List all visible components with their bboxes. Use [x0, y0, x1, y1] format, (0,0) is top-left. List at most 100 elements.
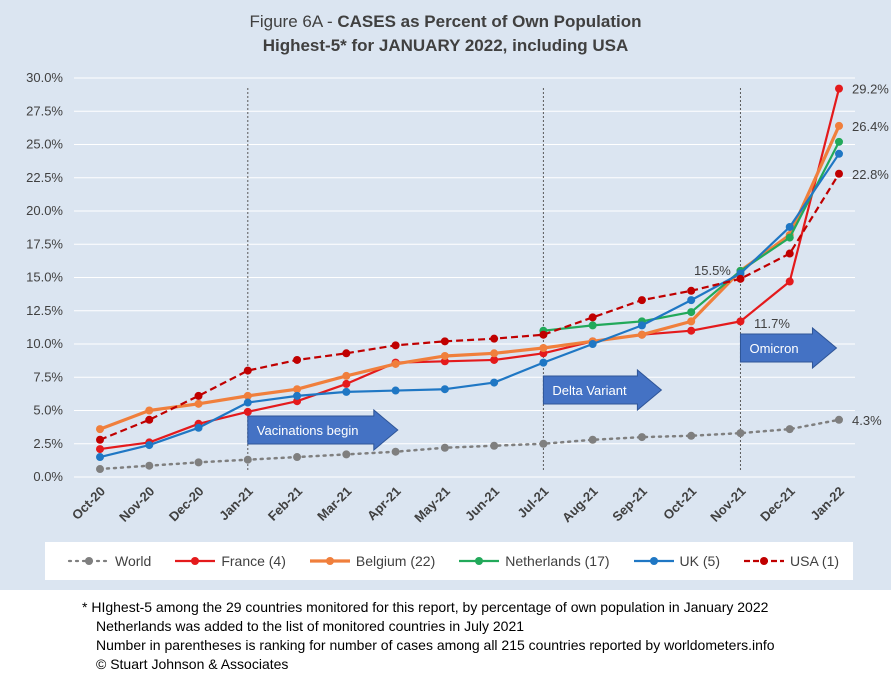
x-axis-ticks: Oct-20 Nov-20 Dec-20 Jan-21 Feb-21 Mar-21 Apr-…: [69, 484, 847, 526]
data-point: [785, 233, 794, 242]
data-point: [687, 296, 696, 305]
event-arrow-label: Delta Variant: [552, 383, 627, 398]
x-tick-label: Jul-21: [514, 484, 551, 521]
data-point: [96, 425, 104, 434]
x-tick-label: Oct-20: [69, 484, 108, 523]
event-arrow-label: Omicron: [749, 341, 798, 356]
data-point: [637, 330, 646, 339]
data-point: [96, 445, 104, 454]
footnote-1: * HIghest-5 among the 29 countries monit…: [82, 599, 769, 615]
event-arrow: [739, 326, 838, 370]
annotations: 29.2% 26.4% 22.8% 4.3% 15.5% 11.7%: [694, 82, 889, 428]
data-point: [539, 330, 548, 339]
legend-label: USA (1): [790, 553, 840, 569]
legend-label: Netherlands (17): [505, 553, 610, 569]
series-line: [99, 125, 841, 431]
series-lines: [96, 84, 843, 474]
legend-item: World: [67, 553, 151, 569]
annotation-usa-end: 22.8%: [852, 167, 889, 182]
x-tick-label: Nov-21: [707, 484, 748, 525]
data-point: [243, 366, 252, 375]
data-point: [637, 296, 646, 305]
annotation-france-end: 29.2%: [852, 82, 889, 97]
data-point: [785, 425, 794, 434]
grid-lines: [74, 77, 855, 478]
footnote-2: Netherlands was added to the list of mon…: [96, 618, 525, 634]
x-tick-label: Jun-21: [462, 484, 502, 524]
data-point: [194, 399, 203, 408]
legend-label: Belgium (22): [355, 553, 436, 569]
data-point: [391, 341, 400, 350]
legend-label: UK (5): [679, 553, 720, 569]
y-tick-label: 10.0%: [26, 336, 63, 351]
data-point: [835, 137, 843, 146]
chart-title: Figure 6A - CASES as Percent of Own Popu…: [249, 12, 642, 31]
y-tick-label: 7.5%: [33, 369, 63, 384]
y-tick-label: 22.5%: [26, 170, 63, 185]
legend-label: World: [115, 553, 152, 569]
data-point: [490, 349, 499, 358]
data-point: [835, 169, 843, 178]
x-tick-label: Mar-21: [314, 484, 354, 524]
data-point: [637, 321, 646, 330]
data-point: [342, 371, 351, 380]
line-chart: 0.0% 2.5% 5.0% 7.5% 10.0% 12.5% 15.0% 17.5% 20.0…: [26, 70, 889, 526]
data-point: [440, 351, 449, 360]
data-point: [687, 317, 696, 326]
data-point: [785, 222, 794, 231]
footnote-3: Number in parentheses is ranking for num…: [96, 637, 775, 653]
x-tick-label: Nov-20: [116, 484, 157, 525]
y-tick-label: 0.0%: [33, 469, 63, 484]
data-point: [391, 447, 400, 456]
data-point: [391, 359, 400, 368]
data-point: [145, 415, 154, 424]
data-point: [835, 84, 843, 93]
x-tick-label: Jan-22: [807, 484, 847, 524]
data-point: [96, 435, 104, 444]
data-point: [440, 385, 449, 394]
data-point: [194, 391, 203, 400]
data-point: [342, 379, 351, 388]
data-point: [539, 343, 548, 352]
y-tick-label: 20.0%: [26, 203, 63, 218]
data-point: [490, 441, 499, 450]
data-point: [342, 387, 351, 396]
data-point: [687, 286, 696, 295]
data-point: [440, 337, 449, 346]
data-point: [145, 406, 154, 415]
legend-item: USA (1): [742, 553, 839, 569]
data-point: [687, 308, 696, 317]
data-point: [243, 407, 252, 416]
x-tick-label: Dec-21: [757, 484, 798, 525]
data-point: [736, 317, 745, 326]
legend-item: Belgium (22): [308, 553, 435, 569]
data-point: [736, 274, 745, 283]
y-tick-label: 30.0%: [26, 70, 63, 85]
data-point: [687, 431, 696, 440]
data-point: [342, 349, 351, 358]
data-point: [391, 386, 400, 395]
legend-swatch: [744, 557, 784, 565]
footnotes: * HIghest-5 among the 29 countries monit…: [82, 598, 775, 674]
legend-item: Netherlands (17): [457, 553, 610, 569]
data-point: [293, 453, 302, 462]
y-tick-label: 12.5%: [26, 303, 63, 318]
data-point: [440, 443, 449, 452]
data-point: [342, 450, 351, 459]
x-tick-label: Apr-21: [364, 484, 404, 524]
y-axis-ticks: 0.0% 2.5% 5.0% 7.5% 10.0% 12.5% 15.0% 17.5% 20.0…: [26, 70, 63, 484]
data-point: [785, 249, 794, 258]
data-point: [490, 334, 499, 343]
series-line: [98, 418, 841, 471]
annotation-belgium-nov21: 15.5%: [694, 263, 731, 278]
event-lines: [247, 88, 741, 472]
data-point: [490, 355, 499, 364]
x-tick-label: Aug-21: [559, 484, 601, 526]
y-tick-label: 2.5%: [33, 436, 63, 451]
footnote-4: © Stuart Johnson & Associates: [96, 656, 289, 672]
series-line: [99, 173, 840, 441]
annotation-france-nov21: 11.7%: [754, 316, 790, 331]
legend-swatch: [633, 557, 674, 565]
data-point: [835, 149, 843, 158]
x-tick-label: Jan-21: [216, 484, 256, 524]
